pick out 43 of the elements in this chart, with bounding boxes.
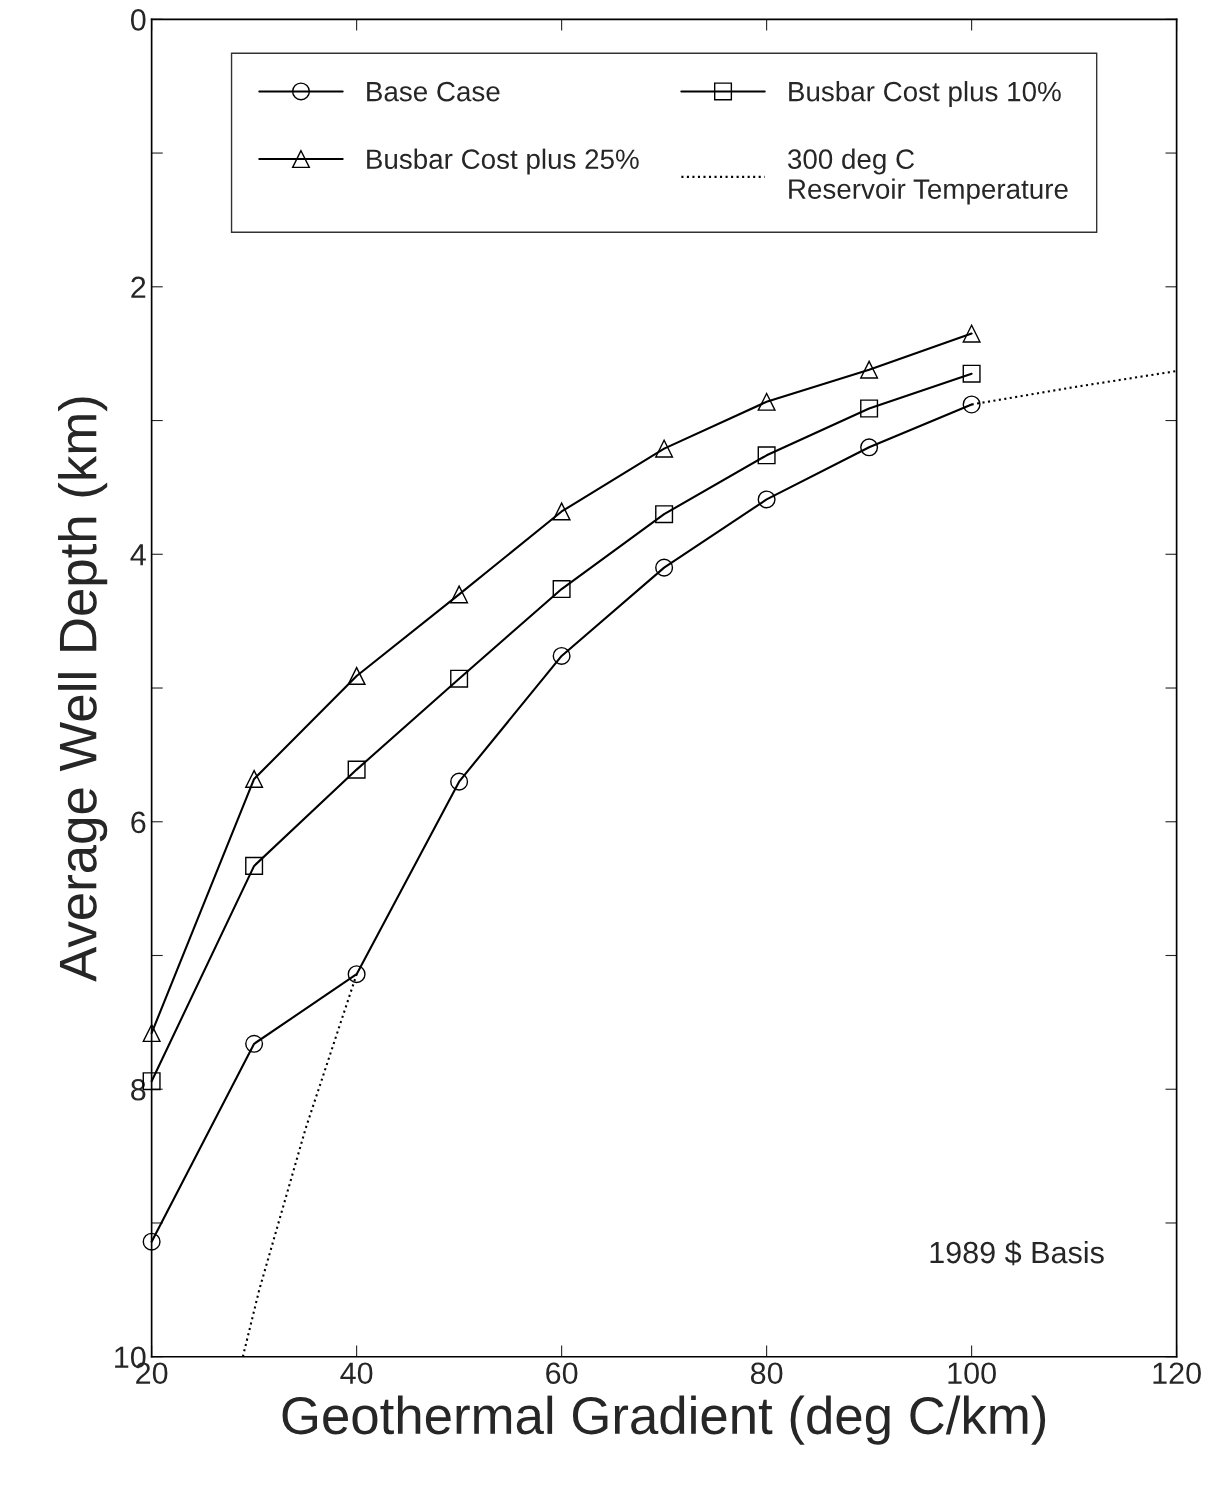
point bbox=[347, 666, 366, 686]
point bbox=[245, 856, 264, 875]
point bbox=[347, 760, 366, 779]
point bbox=[655, 558, 674, 577]
annotation: 1989 $ Basis bbox=[930, 1240, 1104, 1266]
point bbox=[757, 392, 776, 411]
y-tick-label: 0 bbox=[130, 9, 146, 31]
legend-label: Busbar Cost plus 10% bbox=[789, 81, 1061, 107]
point bbox=[450, 772, 469, 791]
x-tick-label: 40 bbox=[340, 1362, 373, 1385]
point bbox=[860, 360, 879, 379]
point bbox=[962, 324, 981, 343]
y-tick-label: 2 bbox=[131, 276, 146, 298]
legend-label: Base Case bbox=[367, 81, 500, 102]
y-tick-label: 8 bbox=[131, 1078, 146, 1101]
point bbox=[245, 769, 264, 788]
point bbox=[347, 965, 366, 984]
point bbox=[245, 1034, 264, 1053]
x-tick-label: 60 bbox=[546, 1362, 578, 1385]
point bbox=[860, 399, 879, 418]
y-tick-label: 4 bbox=[130, 544, 146, 566]
point bbox=[962, 395, 981, 414]
point bbox=[655, 505, 674, 524]
legend-label: Busbar Cost plus 25% bbox=[367, 148, 639, 175]
y-axis-title: Average Well Depth (km) bbox=[58, 397, 108, 982]
point bbox=[757, 446, 776, 465]
point bbox=[142, 1024, 161, 1043]
x-axis-title: Geothermal Gradient (deg C/km) bbox=[282, 1395, 1046, 1445]
point bbox=[757, 490, 776, 509]
point bbox=[552, 580, 571, 599]
point bbox=[655, 439, 674, 458]
y-tick-label: 6 bbox=[131, 811, 146, 834]
point bbox=[450, 669, 469, 688]
x-tick-label: 80 bbox=[750, 1362, 783, 1385]
point bbox=[552, 502, 571, 521]
point bbox=[962, 364, 981, 383]
point bbox=[860, 438, 879, 457]
x-tick-label: 120 bbox=[1153, 1362, 1201, 1385]
point bbox=[142, 1232, 161, 1251]
x-tick-label: 100 bbox=[948, 1362, 996, 1385]
point bbox=[450, 585, 469, 604]
legend-label: 300 deg C Reservoir Temperature bbox=[787, 148, 1068, 205]
point bbox=[552, 646, 571, 665]
